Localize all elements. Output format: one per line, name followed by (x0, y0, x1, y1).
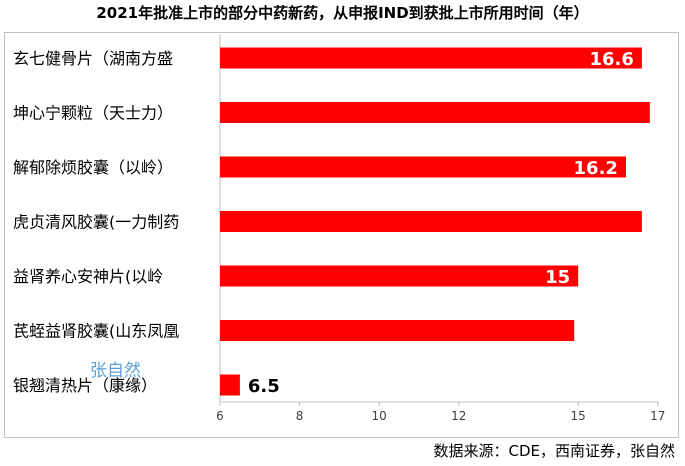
x-tick-label: 6 (216, 409, 224, 423)
bar (220, 156, 626, 178)
category-label: 虎贞清风胶囊(一力制药 (13, 213, 179, 232)
watermark-text: 张自然 (90, 361, 141, 381)
bar (220, 320, 575, 341)
data-label: 16.6 (589, 49, 633, 70)
x-tick-label: 10 (372, 409, 387, 423)
chart-title: 2021年批准上市的部分中药新药，从申报IND到获批上市所用时间（年） (96, 4, 589, 22)
x-tick-label: 8 (296, 409, 304, 423)
category-label: 坤心宁颗粒（天士力） (13, 104, 173, 123)
category-label: 解郁除烦胶囊（以岭） (13, 158, 173, 177)
x-tick-label: 12 (451, 409, 466, 423)
x-tick-label: 15 (571, 409, 586, 423)
source-note: 数据来源：CDE，西南证券，张自然 (433, 442, 675, 460)
bar (220, 374, 240, 396)
category-label: 银翘清热片（康缘） (13, 376, 157, 395)
category-label: 芪蛭益肾胶囊(山东凤凰 (13, 322, 179, 341)
data-label: 15 (545, 267, 570, 288)
category-label: 玄七健骨片（湖南方盛 (13, 49, 173, 68)
bar (220, 211, 642, 232)
data-label: 16.2 (574, 158, 618, 179)
bar (220, 102, 650, 123)
plot-area-border (4, 32, 679, 438)
data-label: 6.5 (248, 376, 280, 397)
bar (220, 47, 642, 69)
x-tick-label: 17 (650, 409, 665, 423)
bar (220, 265, 579, 287)
category-label: 益肾养心安神片(以岭 (13, 267, 163, 286)
